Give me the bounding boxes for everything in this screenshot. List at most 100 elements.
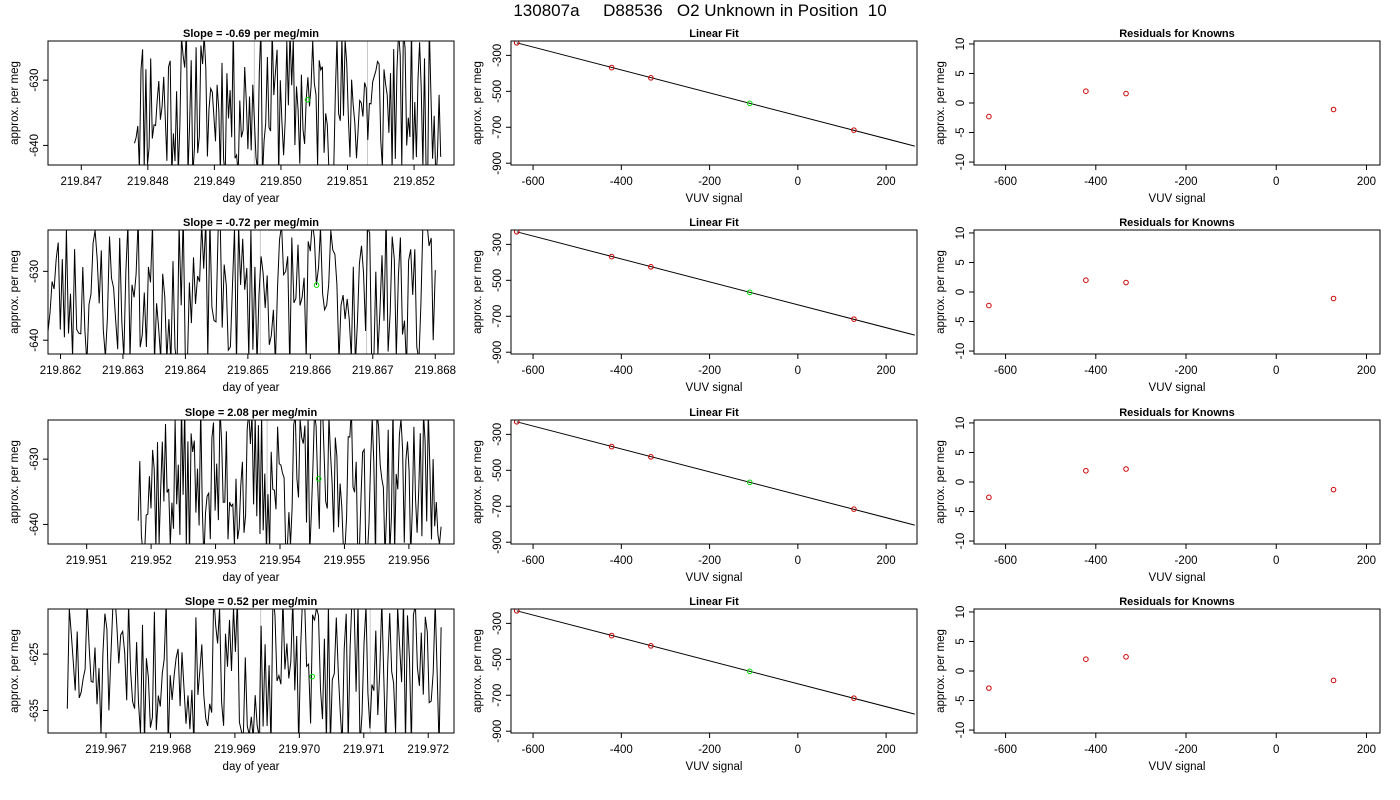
x-tick-label: 219.848 (127, 176, 169, 188)
fit-line (516, 42, 915, 147)
x-tick-label: -200 (698, 365, 721, 377)
known-point (1083, 467, 1089, 474)
y-tick-label: -700 (492, 495, 504, 518)
known-point (1123, 466, 1129, 472)
plot-area (513, 420, 915, 526)
x-tick-label: 219.954 (259, 555, 301, 567)
y-tick-label: 0 (955, 668, 967, 674)
known-point (608, 632, 615, 639)
x-tick-label: -600 (522, 176, 545, 188)
series-line (66, 609, 442, 733)
x-tick-label: 0 (1273, 365, 1279, 377)
x-axis-label: VUV signal (1149, 382, 1206, 394)
x-tick-label: 0 (795, 744, 801, 756)
y-tick-label: -5 (955, 316, 967, 326)
plot-area (134, 41, 442, 165)
series-line (137, 420, 442, 544)
y-tick-label: -10 (955, 343, 967, 360)
x-tick-label: -600 (522, 365, 545, 377)
known-point (1330, 486, 1337, 493)
panel-4-1: 219.967 219.968 219.969 219.970 219.971 219.9… (9, 596, 455, 773)
panel-3-1: 219.951 219.952 219.953 219.954 219.955 219.9… (9, 407, 455, 584)
known-point (986, 302, 992, 309)
y-tick-label: -700 (492, 684, 504, 707)
y-axis-label: approx. per meg (9, 629, 21, 713)
x-axis-label: VUV signal (686, 382, 743, 394)
y-tick-label: 10 (955, 38, 967, 51)
x-tick-label: 219.970 (279, 744, 321, 756)
x-tick-label: 219.956 (388, 555, 430, 567)
plot-frame (973, 40, 1381, 166)
plot-frame (510, 419, 918, 545)
plot-area (986, 654, 1337, 691)
series-line (134, 41, 442, 165)
plot-area (513, 609, 915, 715)
panel-title: Slope = 0.52 per meg/min (185, 596, 318, 608)
x-axis-label: VUV signal (1149, 761, 1206, 773)
x-tick-label: -400 (1084, 555, 1107, 567)
x-tick-label: 219.969 (214, 744, 256, 756)
known-point (1083, 656, 1089, 662)
known-point (1083, 277, 1089, 283)
x-tick-label: 200 (877, 744, 896, 756)
x-axis-label: day of year (223, 193, 280, 205)
x-tick-label: 219.852 (393, 176, 435, 188)
known-point (513, 41, 520, 46)
x-tick-label: 219.865 (227, 365, 269, 377)
y-tick-label: -300 (492, 612, 504, 635)
x-tick-label: 200 (1357, 365, 1376, 377)
x-tick-label: -400 (1084, 744, 1107, 756)
y-tick-label: -630 (29, 69, 41, 92)
y-tick-label: 5 (955, 638, 967, 644)
y-tick-label: -300 (492, 423, 504, 446)
panel-title: Linear Fit (689, 28, 739, 40)
x-tick-label: -400 (610, 365, 633, 377)
x-tick-label: 200 (1357, 555, 1376, 567)
unknown-point (313, 282, 320, 288)
plot-frame (973, 229, 1381, 355)
y-tick-label: -5 (955, 695, 967, 705)
panel-title: Residuals for Knowns (1119, 407, 1235, 419)
plot-frame (510, 229, 918, 355)
plot-frame (47, 40, 455, 166)
known-point (986, 113, 992, 120)
y-tick-label: -500 (492, 269, 504, 292)
y-tick-label: -10 (955, 154, 967, 171)
y-tick-label: -300 (492, 233, 504, 256)
known-point (986, 494, 992, 501)
y-tick-label: -10 (955, 533, 967, 550)
known-point (1330, 106, 1337, 113)
x-tick-label: 219.951 (66, 555, 108, 567)
known-point (1123, 279, 1129, 286)
y-tick-label: -640 (29, 134, 41, 157)
panel-title: Residuals for Knowns (1119, 28, 1235, 40)
known-point (986, 685, 992, 691)
unknown-point (746, 100, 753, 107)
y-axis-label: approx. per meg (472, 61, 484, 145)
panel-3-2: -600 -400 -200 0 200 -300 -500 -700 -900 Linear F… (472, 407, 918, 584)
y-tick-label: -630 (29, 260, 41, 283)
y-axis-label: approx. per meg (935, 250, 947, 334)
x-tick-label: -400 (1084, 176, 1107, 188)
y-tick-label: -5 (955, 127, 967, 137)
x-tick-label: -600 (994, 555, 1017, 567)
plot-frame (973, 419, 1381, 545)
panel-3-3: -600 -400 -200 0 200 10 5 0 -5 -10 Residuals for K… (935, 407, 1381, 584)
x-tick-label: -400 (610, 744, 633, 756)
x-tick-label: 0 (795, 176, 801, 188)
x-axis-label: VUV signal (686, 572, 743, 584)
known-point (851, 316, 857, 322)
y-tick-label: 5 (955, 70, 967, 76)
x-axis-label: VUV signal (1149, 572, 1206, 584)
x-tick-label: 200 (1357, 744, 1376, 756)
x-tick-label: -200 (1175, 176, 1198, 188)
unknown-point (746, 289, 753, 296)
x-axis-label: VUV signal (686, 193, 743, 205)
x-tick-label: 0 (1273, 555, 1279, 567)
known-point (1083, 88, 1089, 94)
plot-frame (47, 608, 455, 734)
x-tick-label: -200 (698, 744, 721, 756)
panel-1-1: 219.847 219.848 219.849 219.850 219.851 219.8… (9, 28, 455, 205)
x-tick-label: -200 (1175, 744, 1198, 756)
y-axis-label: approx. per meg (9, 61, 21, 145)
